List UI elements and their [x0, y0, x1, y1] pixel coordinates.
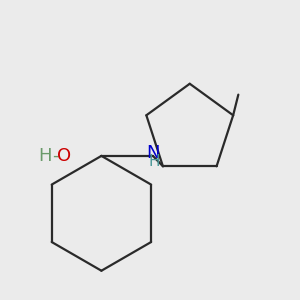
Text: -: -: [52, 147, 58, 165]
Text: N: N: [146, 144, 160, 162]
Text: H: H: [39, 147, 52, 165]
Text: H: H: [149, 154, 160, 169]
Text: O: O: [57, 147, 71, 165]
